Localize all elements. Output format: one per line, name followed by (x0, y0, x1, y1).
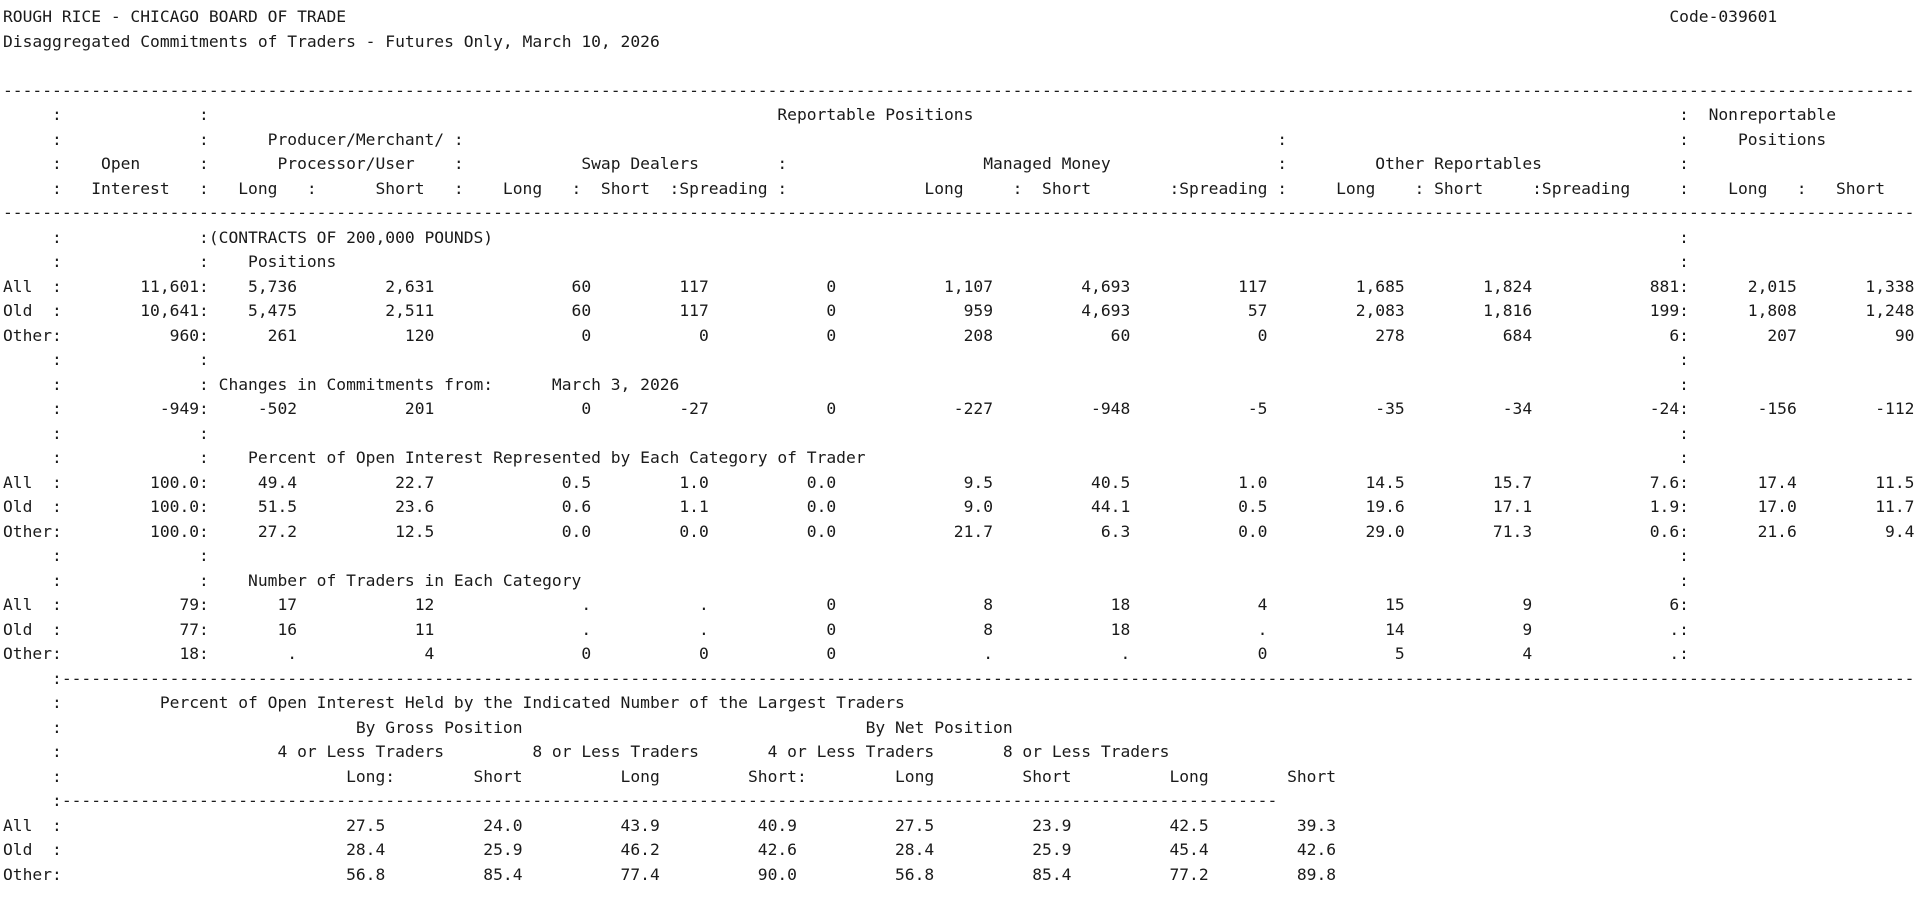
cot-report-text: ROUGH RICE - CHICAGO BOARD OF TRADE Code… (3, 7, 1915, 884)
